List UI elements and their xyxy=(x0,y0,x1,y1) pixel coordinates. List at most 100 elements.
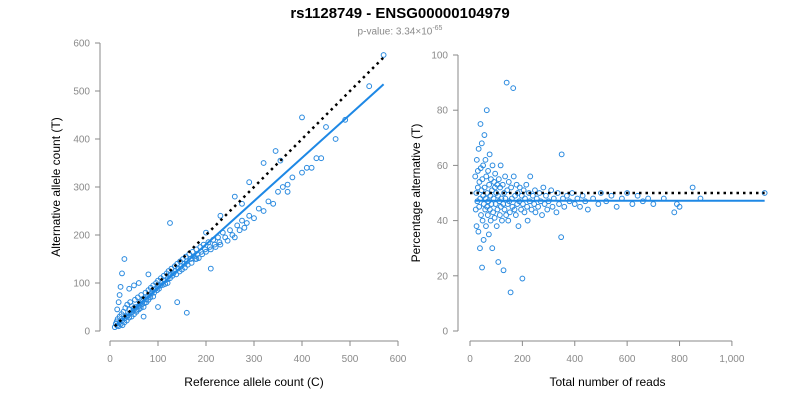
y-axis-title: Percentage alternative (T) xyxy=(409,124,423,263)
data-point xyxy=(135,280,142,286)
data-point xyxy=(487,206,493,213)
data-point xyxy=(164,280,171,286)
data-point xyxy=(474,168,481,174)
data-point xyxy=(231,193,238,200)
data-point xyxy=(490,209,496,216)
data-point xyxy=(289,174,296,181)
data-point xyxy=(207,246,214,253)
x-tick-label: 500 xyxy=(342,354,359,365)
data-point xyxy=(140,313,147,320)
scatter-panel-allele-counts: 0 100 200 300 400 500 600 0 100 200 300 400 500 600 Re… xyxy=(49,39,407,390)
data-point xyxy=(489,245,496,252)
data-point xyxy=(536,190,543,196)
data-point xyxy=(483,223,489,230)
data-point xyxy=(484,190,491,196)
data-point xyxy=(474,184,481,191)
data-point xyxy=(477,121,484,127)
data-point xyxy=(519,275,526,282)
data-point xyxy=(284,188,291,195)
data-point xyxy=(473,223,480,230)
data-point xyxy=(493,223,500,230)
x-tick-label: 800 xyxy=(671,354,688,365)
data-point xyxy=(332,136,339,142)
data-point xyxy=(505,217,512,224)
data-point xyxy=(608,192,615,199)
data-point xyxy=(515,223,522,230)
data-point xyxy=(516,184,523,191)
data-point xyxy=(483,107,490,114)
data-point xyxy=(598,190,604,196)
data-point xyxy=(584,206,591,213)
data-point xyxy=(543,192,549,199)
data-point xyxy=(130,307,136,314)
data-point xyxy=(478,140,485,147)
data-point xyxy=(548,187,555,194)
data-point xyxy=(126,285,133,292)
data-point xyxy=(277,157,284,164)
data-point xyxy=(485,168,491,174)
data-point xyxy=(313,155,320,162)
data-point xyxy=(491,214,498,221)
data-point xyxy=(193,256,200,262)
data-point xyxy=(532,209,539,216)
data-point xyxy=(279,184,286,190)
data-point xyxy=(167,220,173,226)
data-point xyxy=(188,259,195,266)
data-point xyxy=(181,264,188,271)
data-point xyxy=(577,203,583,210)
data-point xyxy=(479,176,486,183)
y-tick-label: 300 xyxy=(73,183,90,194)
x-axis-title: Reference allele count (C) xyxy=(184,375,323,389)
data-point xyxy=(671,209,678,216)
scatter-panel-percentage-alternative: 0 200 400 600 800 1,000 0 20 40 60 80 100 Total numb… xyxy=(409,51,768,389)
data-point xyxy=(479,217,486,224)
data-point xyxy=(650,201,657,207)
x-tick-label: 400 xyxy=(566,354,583,365)
data-point xyxy=(561,203,568,210)
data-point xyxy=(761,190,768,196)
data-point xyxy=(239,200,245,207)
data-point xyxy=(308,164,315,171)
data-point xyxy=(203,248,209,255)
data-point xyxy=(481,132,488,138)
data-point xyxy=(114,306,121,313)
data-point xyxy=(115,299,122,306)
data-point xyxy=(224,237,231,244)
data-point xyxy=(499,181,506,188)
y-tick-label: 40 xyxy=(437,216,449,227)
data-point xyxy=(507,289,514,296)
data-point xyxy=(634,192,641,199)
fit-line xyxy=(114,83,385,328)
x-tick-label: 600 xyxy=(619,354,636,365)
data-point xyxy=(260,160,267,166)
data-point xyxy=(323,124,329,130)
x-tick-label: 0 xyxy=(467,354,473,365)
data-point xyxy=(303,164,310,171)
data-point xyxy=(481,184,488,191)
data-point xyxy=(227,227,233,234)
y-tick-label: 0 xyxy=(84,327,90,338)
y-tick-label: 200 xyxy=(73,231,90,242)
data-point xyxy=(535,203,541,210)
data-point xyxy=(483,173,490,180)
data-point xyxy=(486,181,493,188)
data-point xyxy=(485,231,492,238)
data-point xyxy=(556,201,562,207)
y-tick-label: 60 xyxy=(437,161,449,172)
data-point xyxy=(183,309,190,316)
x-tick-label: 200 xyxy=(198,354,215,365)
data-point xyxy=(528,206,535,213)
data-point xyxy=(624,190,631,196)
data-point xyxy=(380,52,387,58)
data-point xyxy=(482,156,489,163)
data-point xyxy=(484,212,491,218)
y-tick-label: 100 xyxy=(431,51,448,62)
data-point xyxy=(526,190,532,196)
data-point xyxy=(480,237,487,243)
data-point xyxy=(270,200,277,207)
data-point xyxy=(155,304,161,310)
data-point xyxy=(495,176,502,183)
data-point xyxy=(476,203,483,210)
